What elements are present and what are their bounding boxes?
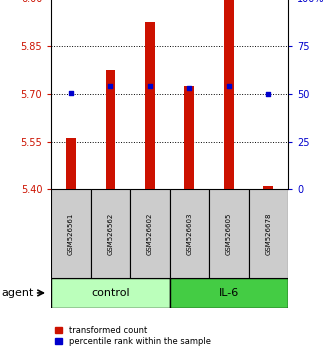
Point bbox=[108, 83, 113, 88]
Point bbox=[226, 83, 231, 88]
Text: GSM526605: GSM526605 bbox=[226, 212, 232, 255]
Bar bbox=[209, 189, 249, 278]
Point bbox=[69, 90, 74, 96]
Point bbox=[265, 91, 271, 97]
Bar bbox=[184, 86, 194, 189]
Text: control: control bbox=[91, 288, 130, 298]
Bar bbox=[66, 138, 76, 189]
Bar bbox=[51, 189, 91, 278]
Bar bbox=[249, 189, 288, 278]
Legend: transformed count, percentile rank within the sample: transformed count, percentile rank withi… bbox=[56, 326, 211, 346]
Text: GSM526561: GSM526561 bbox=[68, 212, 74, 255]
Text: GSM526562: GSM526562 bbox=[108, 212, 114, 255]
Text: IL-6: IL-6 bbox=[219, 288, 239, 298]
Bar bbox=[169, 189, 209, 278]
Bar bbox=[169, 278, 288, 308]
Bar bbox=[51, 278, 169, 308]
Text: GSM526678: GSM526678 bbox=[265, 212, 271, 255]
Bar bbox=[145, 22, 155, 189]
Bar bbox=[263, 186, 273, 189]
Text: GSM526602: GSM526602 bbox=[147, 212, 153, 255]
Text: GSM526603: GSM526603 bbox=[186, 212, 192, 255]
Point bbox=[187, 85, 192, 91]
Bar bbox=[224, 0, 234, 189]
Bar bbox=[106, 70, 116, 189]
Bar bbox=[130, 189, 169, 278]
Point bbox=[147, 83, 153, 88]
Bar bbox=[91, 189, 130, 278]
Text: agent: agent bbox=[2, 288, 34, 298]
